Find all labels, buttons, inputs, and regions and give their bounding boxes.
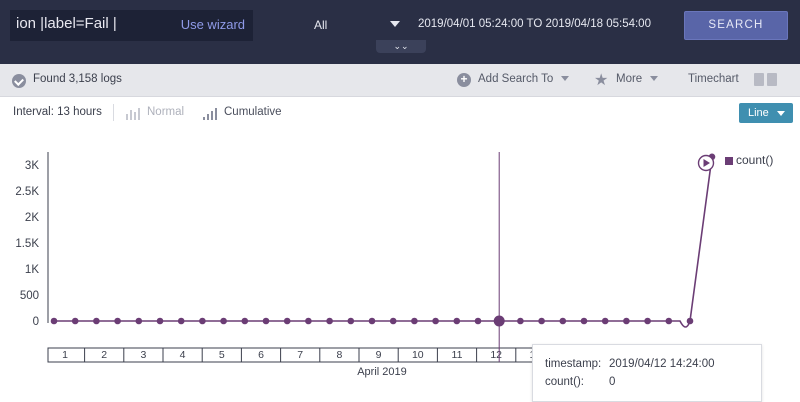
search-query-input[interactable]: ion |label=Fail | Use wizard (10, 10, 253, 41)
series-line-count (54, 156, 713, 328)
date-range-selector[interactable]: 2019/04/01 05:24:00 TO 2019/04/18 05:54:… (418, 18, 651, 30)
data-point (262, 317, 270, 325)
divider (113, 104, 114, 121)
y-tick-label: 500 (20, 290, 39, 302)
data-point (347, 317, 355, 325)
y-tick-label: 0 (33, 316, 39, 328)
x-axis-title: April 2019 (357, 366, 407, 378)
star-icon[interactable]: ★ (594, 72, 609, 89)
y-tick-label: 1K (25, 264, 39, 276)
chevron-down-icon[interactable] (777, 111, 785, 116)
data-point (220, 317, 227, 325)
data-point (283, 317, 291, 325)
data-point (177, 317, 185, 325)
x-tick-label: 1 (62, 349, 68, 361)
y-tick-label: 1.5K (15, 238, 39, 250)
timechart-label: Timechart (688, 73, 739, 85)
more-label[interactable]: More (616, 73, 643, 85)
expand-toggle-icon[interactable]: ⌄⌄ (376, 40, 426, 53)
chart-type-select[interactable]: Line (739, 103, 793, 123)
data-point (368, 317, 376, 325)
x-tick-label: 6 (258, 349, 264, 361)
add-search-to-label[interactable]: Add Search To (478, 73, 554, 85)
data-point (432, 317, 439, 325)
y-tick-label: 3K (25, 160, 39, 172)
data-point (93, 317, 100, 325)
chevron-down-icon[interactable] (561, 76, 570, 82)
tooltip-count-value: 0 (609, 376, 616, 388)
data-point (326, 317, 333, 325)
data-point (453, 317, 461, 325)
legend-label: count() (736, 153, 774, 167)
data-point (623, 317, 630, 325)
cumulative-mode-button[interactable]: Cumulative (224, 106, 282, 118)
data-point (411, 317, 418, 325)
more-menu[interactable]: More (616, 73, 659, 85)
normal-mode-button[interactable]: Normal (147, 106, 185, 118)
y-axis: 0 500 1K 1.5K 2K 2.5K 3K (15, 152, 49, 328)
split-view-right-icon[interactable] (767, 73, 777, 86)
data-point (71, 317, 79, 325)
data-point (389, 317, 397, 325)
use-wizard-link[interactable]: Use wizard (180, 17, 245, 32)
chevron-down-icon[interactable] (650, 76, 659, 82)
data-point (517, 317, 524, 325)
tooltip-count-key: count(): (545, 376, 584, 388)
normal-bars-icon[interactable] (125, 107, 141, 120)
search-query-text[interactable]: ion |label=Fail | (16, 15, 117, 32)
add-search-to-menu[interactable]: Add Search To (478, 73, 570, 85)
data-point (305, 317, 312, 325)
check-circle-icon (12, 74, 26, 88)
data-point (50, 317, 58, 325)
data-point (156, 317, 164, 325)
x-tick-label: 8 (336, 349, 342, 361)
x-tick-label: 2 (101, 349, 107, 361)
found-logs-count: Found 3,158 logs (33, 73, 122, 85)
data-point (114, 317, 121, 325)
data-point (665, 317, 673, 325)
data-point (135, 317, 143, 325)
x-tick-label: 5 (219, 349, 225, 361)
data-point (559, 317, 567, 325)
x-tick-label: 11 (452, 349, 463, 361)
x-tick-label: 10 (412, 349, 424, 361)
x-tick-label: 7 (297, 349, 303, 361)
tooltip-timestamp-key: timestamp: (545, 358, 602, 370)
y-tick-label: 2K (25, 212, 39, 224)
data-point (493, 315, 505, 327)
play-icon[interactable] (697, 154, 715, 172)
data-point (241, 317, 249, 325)
x-tick-label: 3 (140, 349, 146, 361)
data-point (644, 317, 651, 325)
split-view-left-icon[interactable] (754, 73, 764, 86)
tooltip-timestamp-value: 2019/04/12 14:24:00 (609, 358, 715, 370)
scope-dropdown-icon[interactable] (390, 21, 400, 27)
x-tick-label: 4 (180, 349, 186, 361)
x-tick-label: 9 (376, 349, 382, 361)
data-point (538, 317, 545, 325)
data-point (580, 317, 588, 325)
chart-type-label[interactable]: Line (748, 107, 769, 119)
plus-circle-icon[interactable]: + (457, 73, 471, 87)
scope-select[interactable]: All (314, 18, 328, 32)
cumulative-bars-icon[interactable] (202, 107, 218, 120)
x-tick-label: 12 (490, 349, 502, 361)
y-tick-label: 2.5K (15, 186, 39, 198)
data-point (601, 317, 609, 325)
series-points (50, 153, 716, 327)
search-button[interactable]: SEARCH (684, 11, 788, 40)
legend-swatch (725, 157, 733, 165)
data-tooltip: timestamp: 2019/04/12 14:24:00 count(): … (532, 344, 762, 402)
data-point (199, 317, 206, 325)
interval-label: Interval: 13 hours (13, 106, 102, 118)
results-toolbar (0, 64, 800, 97)
data-point (474, 317, 482, 325)
data-point (686, 317, 694, 325)
